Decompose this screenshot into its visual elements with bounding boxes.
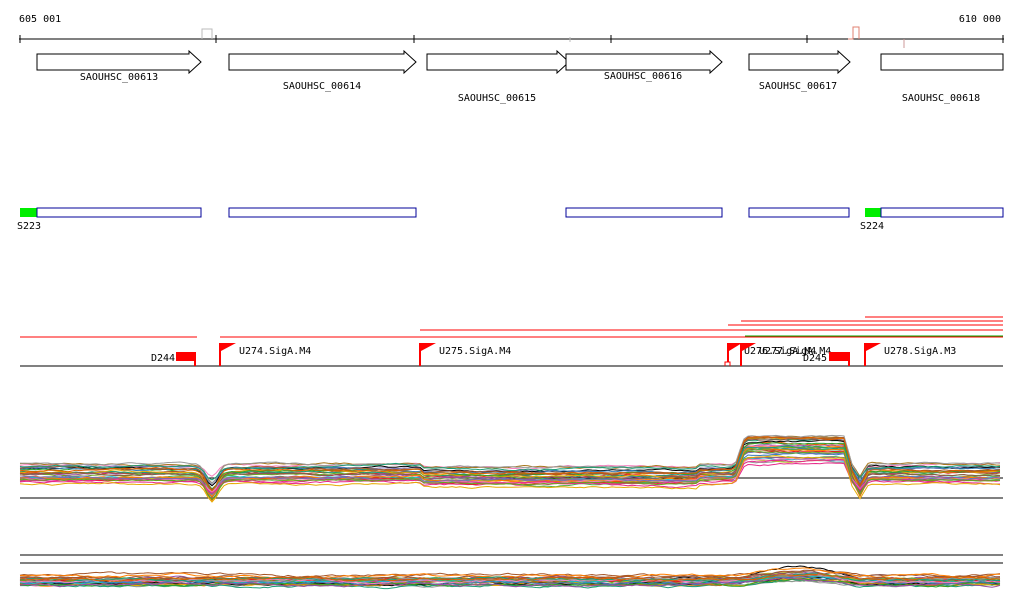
upshift-label: U276.SigA.M4 (744, 346, 816, 357)
ruler-peak-marker (848, 26, 860, 40)
expression-curve (19, 435, 1000, 491)
gene-label: SAOUHSC_00613 (80, 72, 158, 83)
expression-curve (19, 434, 1001, 485)
upshift-u276[interactable]: U276.SigA.M4 (724, 343, 816, 366)
ruler-end-label: 610 000 (959, 14, 1001, 25)
gene-label: SAOUHSC_00617 (759, 81, 837, 92)
segment-start-block (20, 208, 37, 217)
downshift-label: D245 (803, 353, 827, 364)
ruler-gap-marker (201, 28, 213, 39)
segment-box[interactable] (228, 207, 417, 218)
expression-curve (19, 447, 1001, 498)
ruler-ticks (19, 35, 1004, 43)
expression-curve (19, 450, 1001, 500)
shift-feature-track: D244 U274.SigA.M4 U275.SigA.M4 U276.SigA… (20, 316, 1003, 367)
downshift-d244[interactable]: D244 (151, 352, 196, 366)
expression-profile-track (19, 434, 1003, 503)
expression-curve (19, 454, 1001, 503)
upshift-label: U274.SigA.M4 (239, 346, 311, 357)
segment-s224[interactable]: S224 (860, 207, 1004, 232)
gene-track: SAOUHSC_00613 SAOUHSC_00614 SAOUHSC_0061… (36, 49, 1004, 104)
downshift-d245[interactable]: D245 (803, 352, 850, 366)
upshift-label: U275.SigA.M4 (439, 346, 511, 357)
segment-label: S223 (17, 221, 41, 232)
segment-label: S224 (860, 221, 884, 232)
expression-profile-track-2 (19, 554, 1003, 590)
gene-label: SAOUHSC_00618 (902, 93, 980, 104)
segment-box[interactable] (565, 207, 723, 218)
expression-curves (19, 565, 1001, 590)
expression-curve (19, 435, 1001, 484)
upshift-u278[interactable]: U278.SigA.M3 (864, 343, 956, 366)
gene-saouhsc-00616[interactable]: SAOUHSC_00616 (565, 49, 723, 82)
transcript-lines (20, 316, 1003, 338)
ruler-start-label: 605 001 (19, 14, 61, 25)
coordinate-ruler: 605 001 610 000 (19, 14, 1004, 48)
segment-s223[interactable]: S223 (17, 207, 202, 232)
upshift-label: U277.SigA.M4 (759, 346, 831, 357)
gene-saouhsc-00617[interactable]: SAOUHSC_00617 (748, 49, 851, 92)
downshift-label: D244 (151, 353, 175, 364)
segment-start-block (865, 208, 881, 217)
gene-saouhsc-00618[interactable]: SAOUHSC_00618 (880, 53, 1004, 104)
gene-label: SAOUHSC_00615 (458, 93, 536, 104)
expression-curves (19, 434, 1001, 503)
segment-track: S223 S224 (17, 207, 1004, 232)
gene-saouhsc-00615[interactable]: SAOUHSC_00615 (426, 49, 570, 104)
expression-curve (19, 436, 1001, 492)
expression-curve (19, 567, 1000, 580)
gene-label: SAOUHSC_00616 (604, 71, 682, 82)
gene-label: SAOUHSC_00614 (283, 81, 361, 92)
upshift-u274[interactable]: U274.SigA.M4 (219, 343, 311, 366)
expression-curve (19, 445, 1001, 481)
gene-saouhsc-00614[interactable]: SAOUHSC_00614 (228, 49, 417, 92)
expression-curve (19, 572, 1001, 585)
expression-curve (19, 577, 1001, 588)
upshift-label: U278.SigA.M3 (884, 346, 956, 357)
segment-box[interactable] (748, 207, 850, 218)
expression-curve (19, 451, 1001, 496)
upshift-u275[interactable]: U275.SigA.M4 (419, 343, 511, 366)
upshift-u277[interactable]: U277.SigA.M4 (740, 343, 831, 366)
gene-saouhsc-00613[interactable]: SAOUHSC_00613 (36, 49, 202, 83)
expression-curve (19, 573, 1001, 582)
